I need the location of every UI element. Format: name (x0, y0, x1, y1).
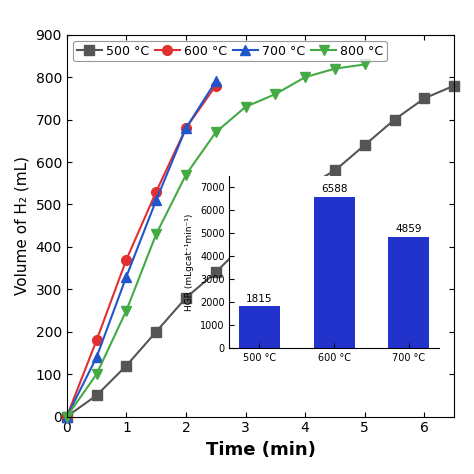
500 °C (243, 240, 248, 246)
700 °C (183, 125, 189, 131)
800 °C (362, 62, 368, 67)
500 °C (213, 270, 219, 275)
600 °C (183, 125, 189, 131)
500 °C (273, 210, 278, 216)
700 °C (213, 79, 219, 84)
500 °C (94, 392, 100, 398)
Line: 800 °C: 800 °C (62, 60, 370, 421)
500 °C (64, 414, 70, 419)
600 °C (153, 189, 159, 194)
700 °C (153, 197, 159, 203)
700 °C (94, 355, 100, 360)
500 °C (153, 329, 159, 335)
500 °C (332, 168, 338, 173)
600 °C (124, 257, 129, 263)
800 °C (273, 91, 278, 97)
Legend: 500 °C, 600 °C, 700 °C, 800 °C: 500 °C, 600 °C, 700 °C, 800 °C (73, 41, 387, 62)
800 °C (64, 414, 70, 419)
500 °C (451, 83, 457, 89)
500 °C (362, 142, 368, 148)
X-axis label: Time (min): Time (min) (206, 441, 315, 459)
800 °C (153, 231, 159, 237)
Line: 700 °C: 700 °C (62, 76, 220, 421)
500 °C (124, 363, 129, 368)
800 °C (302, 74, 308, 80)
800 °C (124, 308, 129, 313)
800 °C (332, 66, 338, 72)
800 °C (243, 104, 248, 109)
700 °C (124, 273, 129, 279)
Line: 500 °C: 500 °C (62, 81, 459, 421)
800 °C (183, 172, 189, 178)
500 °C (302, 184, 308, 190)
Line: 600 °C: 600 °C (62, 81, 220, 421)
Y-axis label: Volume of H₂ (mL): Volume of H₂ (mL) (15, 156, 30, 295)
500 °C (183, 295, 189, 301)
800 °C (94, 371, 100, 377)
700 °C (64, 414, 70, 419)
500 °C (421, 96, 427, 101)
800 °C (213, 129, 219, 135)
500 °C (392, 117, 397, 122)
600 °C (213, 83, 219, 89)
600 °C (94, 337, 100, 343)
600 °C (64, 414, 70, 419)
